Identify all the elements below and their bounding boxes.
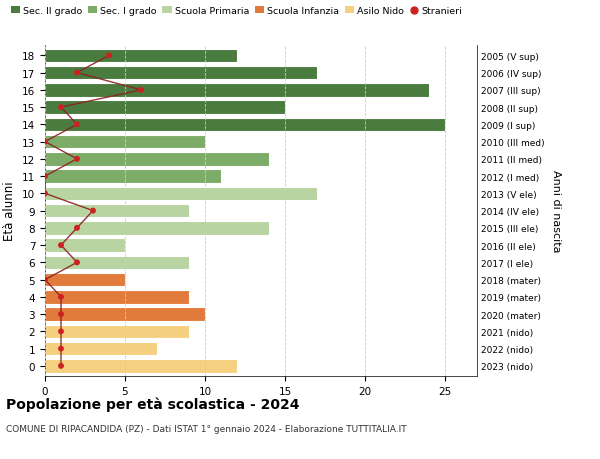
Point [40, 276, 50, 284]
Point [56, 294, 66, 301]
Point [72, 156, 82, 163]
Text: Popolazione per età scolastica - 2024: Popolazione per età scolastica - 2024 [6, 397, 299, 412]
Point [56, 242, 66, 249]
Y-axis label: Anni di nascita: Anni di nascita [551, 170, 562, 252]
Point [56, 363, 66, 370]
Bar [45, 187, 317, 201]
Bar [45, 135, 205, 149]
Bar [45, 325, 189, 338]
Bar [45, 308, 205, 321]
Bar [45, 84, 429, 97]
Bar [45, 239, 125, 252]
Text: COMUNE DI RIPACANDIDA (PZ) - Dati ISTAT 1° gennaio 2024 - Elaborazione TUTTITALI: COMUNE DI RIPACANDIDA (PZ) - Dati ISTAT … [6, 425, 407, 434]
Point [88, 207, 98, 215]
Point [56, 311, 66, 318]
Bar [45, 67, 317, 80]
Bar [45, 256, 189, 269]
Point [72, 259, 82, 266]
Bar [45, 170, 221, 184]
Point [56, 345, 66, 353]
Bar [45, 291, 189, 304]
Bar [45, 359, 237, 373]
Point [40, 139, 50, 146]
Point [56, 104, 66, 112]
Point [40, 190, 50, 197]
Point [104, 52, 114, 60]
Legend: Sec. II grado, Sec. I grado, Scuola Primaria, Scuola Infanzia, Asilo Nido, Stran: Sec. II grado, Sec. I grado, Scuola Prim… [11, 7, 463, 16]
Point [72, 225, 82, 232]
Bar [45, 204, 189, 218]
Bar [45, 273, 125, 287]
Point [72, 70, 82, 77]
Bar [45, 118, 445, 132]
Bar [45, 50, 237, 63]
Bar [45, 153, 269, 166]
Bar [45, 101, 285, 115]
Point [56, 328, 66, 335]
Bar [45, 342, 157, 356]
Y-axis label: Età alunni: Età alunni [4, 181, 16, 241]
Point [40, 173, 50, 180]
Point [72, 121, 82, 129]
Bar [45, 222, 269, 235]
Point [136, 87, 146, 95]
